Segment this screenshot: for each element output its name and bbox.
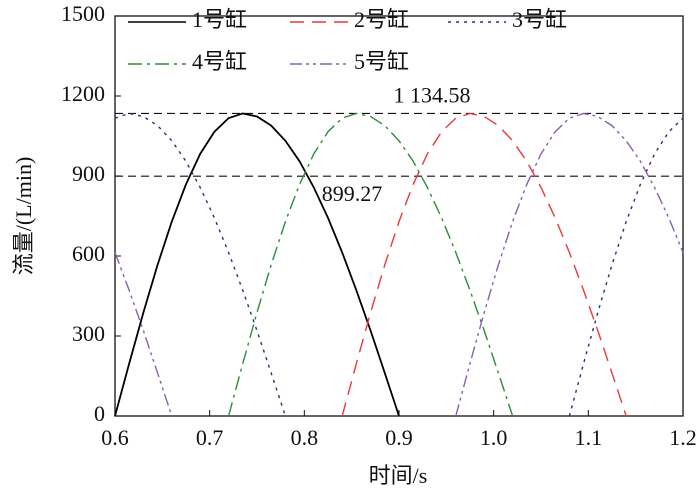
- legend-label: 3号缸: [512, 7, 567, 32]
- x-tick-label: 1.0: [480, 425, 508, 450]
- x-tick-label: 0.9: [385, 425, 413, 450]
- y-tick-label: 1200: [61, 81, 105, 106]
- series-line: [114, 112, 400, 417]
- x-tick-label: 0.8: [291, 425, 319, 450]
- x-tick-label: 1.1: [575, 425, 603, 450]
- series-line: [114, 112, 684, 417]
- legend-label: 5号缸: [354, 49, 409, 74]
- legend-label: 1号缸: [192, 7, 247, 32]
- series-line: [114, 112, 684, 417]
- y-tick-label: 0: [94, 401, 105, 426]
- plot-frame: [114, 15, 684, 417]
- y-tick-label: 300: [72, 321, 105, 346]
- series-line: [341, 112, 627, 417]
- x-tick-label: 0.7: [196, 425, 224, 450]
- y-tick-label: 900: [72, 161, 105, 186]
- x-axis-label: 时间/s: [369, 463, 428, 488]
- y-tick-label: 1500: [61, 1, 105, 26]
- y-tick-label: 600: [72, 241, 105, 266]
- legend-label: 4号缸: [192, 49, 247, 74]
- reference-label: 1 134.58: [394, 82, 471, 107]
- y-axis-label: 流量/(L/min): [11, 157, 36, 276]
- series-line: [227, 112, 514, 417]
- x-tick-label: 1.2: [669, 425, 697, 450]
- legend-label: 2号缸: [354, 7, 409, 32]
- reference-label: 899.27: [322, 181, 383, 206]
- x-tick-label: 0.6: [101, 425, 129, 450]
